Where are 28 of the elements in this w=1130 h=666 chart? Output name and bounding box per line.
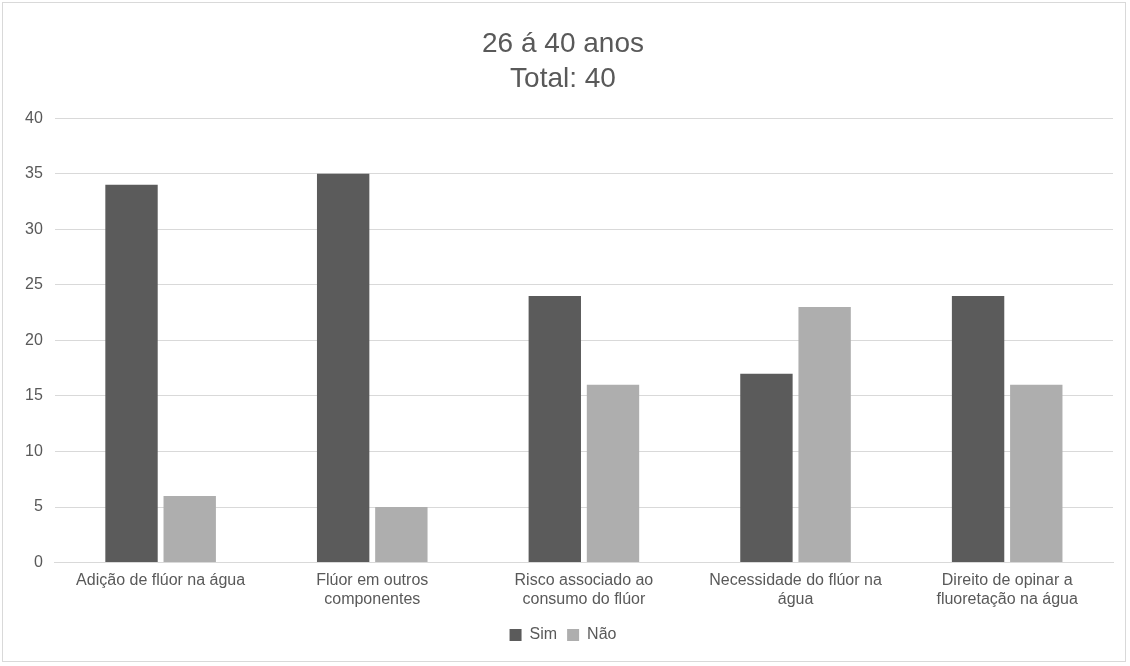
x-tick-label: Necessidade do flúor na água	[709, 570, 882, 607]
bar	[798, 307, 851, 563]
y-tick-label: 10	[25, 441, 43, 459]
bar	[375, 507, 428, 563]
bar	[740, 373, 793, 563]
x-tick-label: Risco associado ao consumo do flúor	[514, 570, 654, 607]
bar	[586, 384, 640, 563]
y-tick-label: 35	[25, 164, 43, 182]
legend-label: Não	[587, 625, 617, 643]
y-tick-label: 30	[25, 219, 43, 237]
y-tick-label: 25	[25, 275, 43, 293]
bar	[1010, 384, 1063, 563]
y-tick-label: 0	[33, 553, 43, 571]
x-tick-label: Direito de opinar a fluoretação na água	[936, 570, 1078, 607]
x-tick-label: Adição de flúor na água	[76, 570, 246, 588]
legend-label: Sim	[529, 625, 558, 643]
y-tick-label: 20	[25, 330, 43, 348]
chart-subtitle: Total: 40	[510, 62, 616, 94]
bar	[316, 173, 370, 563]
y-tick-label: 15	[25, 386, 43, 404]
bar	[528, 295, 581, 563]
y-tick-label: 5	[33, 497, 43, 515]
chart-title: 26 á 40 anos	[482, 26, 644, 58]
bar	[163, 495, 216, 563]
bar	[951, 295, 1005, 563]
y-tick-label: 40	[25, 108, 43, 126]
x-tick-label: Flúor em outros componentes	[316, 570, 429, 607]
bar	[105, 184, 158, 563]
